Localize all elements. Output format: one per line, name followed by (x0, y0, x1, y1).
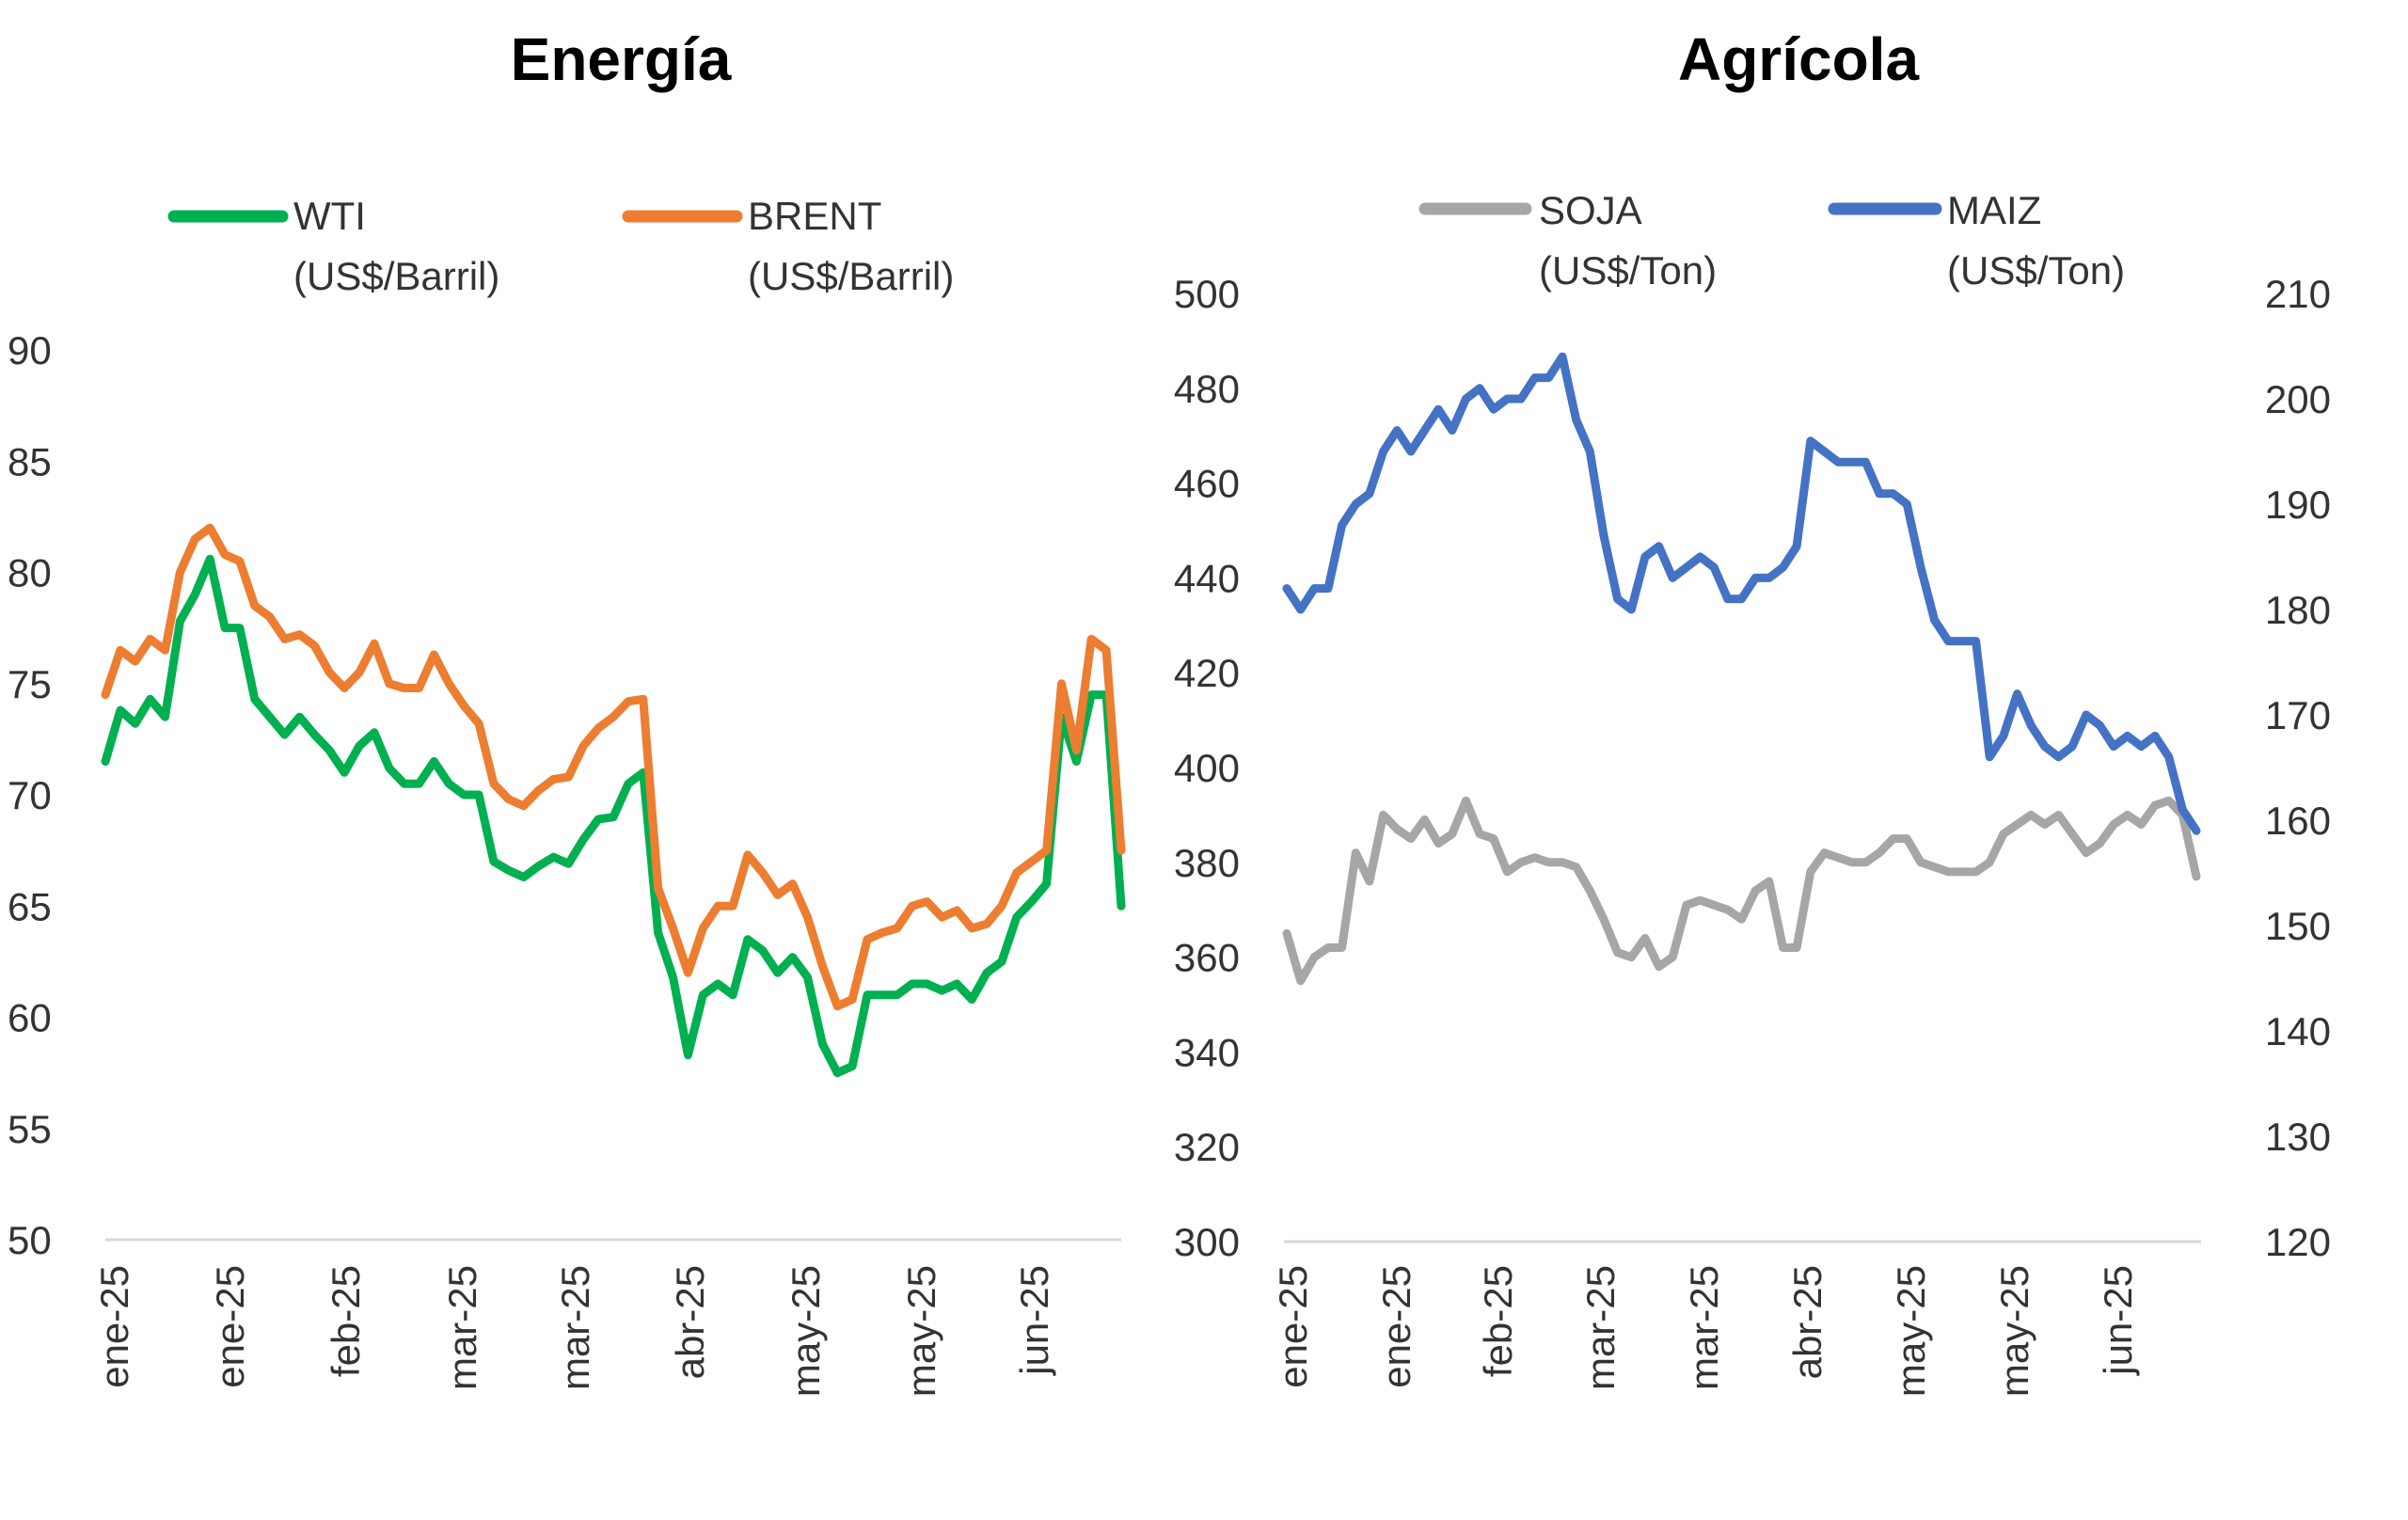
brent-line (101, 523, 1126, 1011)
agri-y-right-tick-label: 160 (2265, 799, 2331, 843)
agri-y-left-tick-label: 340 (1174, 1030, 1240, 1074)
legend-unit-brent: (US$/Barril) (748, 254, 954, 298)
legend-label-wti: WTI (293, 194, 366, 238)
legend-unit-maiz: (US$/Ton) (1947, 248, 2125, 293)
energy-x-tick-label: ene-25 (92, 1265, 136, 1388)
energy-x-tick-label: feb-25 (324, 1265, 368, 1377)
agri-x-tick-label: feb-25 (1476, 1265, 1520, 1377)
energy-y-tick-label: 75 (8, 662, 52, 706)
energy-x-axis: ene-25 ene-25 feb-25 mar-25 mar-25 abr-25 may-… (92, 1265, 1056, 1397)
energy-y-tick-label: 50 (8, 1218, 52, 1262)
agri-y-right-tick-label: 140 (2265, 1009, 2331, 1053)
agri-y-left-tick-label: 460 (1174, 462, 1240, 506)
agri-x-tick-label: mar-25 (1578, 1265, 1623, 1390)
agri-x-tick-label: may-25 (1889, 1265, 1933, 1397)
agri-plot-area (1282, 352, 2201, 986)
agri-x-tick-label: ene-25 (1271, 1265, 1315, 1388)
agri-y-left-tick-label: 360 (1174, 936, 1240, 980)
agri-y-right-tick-label: 200 (2265, 377, 2331, 421)
legend-unit-wti: (US$/Barril) (293, 254, 499, 298)
legend-label-maiz: MAIZ (1947, 188, 2041, 232)
agri-y-left-tick-label: 480 (1174, 367, 1240, 411)
agri-y-left-tick-label: 400 (1174, 746, 1240, 790)
agri-y-left-tick-label: 300 (1174, 1220, 1240, 1264)
agri-title: Agrícola (1678, 25, 1919, 93)
agri-y-right-tick-label: 210 (2265, 272, 2331, 316)
agri-x-axis: ene-25 ene-25 feb-25 mar-25 mar-25 abr-25 may-… (1271, 1265, 2140, 1397)
energy-x-tick-label: ene-25 (208, 1265, 252, 1388)
agri-y-left-tick-label: 440 (1174, 556, 1240, 600)
energy-x-tick-label: mar-25 (553, 1265, 597, 1390)
energy-chart: Energía WTI (US$/Barril) BRENT (US$/Barr… (8, 25, 1126, 1397)
agri-y-left-tick-label: 420 (1174, 651, 1240, 695)
agri-y-right-tick-label: 130 (2265, 1115, 2331, 1159)
agri-x-tick-label: may-25 (1992, 1265, 2036, 1397)
agri-chart: Agrícola SOJA (US$/Ton) MAIZ (US$/Ton) 5… (1174, 25, 2331, 1397)
soja-line (1282, 796, 2201, 986)
energy-plot-area (101, 523, 1126, 1078)
agri-y-right-tick-label: 170 (2265, 693, 2331, 737)
agri-y-axis-right: 210 200 190 180 170 160 150 140 130 120 (2265, 272, 2331, 1264)
agri-x-tick-label: mar-25 (1682, 1265, 1726, 1390)
legend-label-soja: SOJA (1539, 188, 1642, 232)
agri-legend: SOJA (US$/Ton) MAIZ (US$/Ton) (1418, 188, 2125, 293)
agri-y-right-tick-label: 120 (2265, 1220, 2331, 1264)
energy-x-tick-label: jun-25 (1012, 1265, 1056, 1377)
energy-x-tick-label: may-25 (784, 1265, 828, 1397)
agri-y-left-tick-label: 380 (1174, 841, 1240, 885)
energy-y-tick-label: 60 (8, 996, 52, 1040)
legend-label-brent: BRENT (748, 194, 881, 238)
agri-y-right-tick-label: 180 (2265, 588, 2331, 632)
energy-y-tick-label: 65 (8, 884, 52, 928)
energy-title: Energía (511, 25, 732, 93)
energy-x-tick-label: mar-25 (440, 1265, 484, 1390)
energy-x-tick-label: may-25 (899, 1265, 943, 1397)
energy-y-tick-label: 80 (8, 551, 52, 595)
wti-line (101, 554, 1126, 1078)
agri-x-tick-label: jun-25 (2096, 1265, 2140, 1377)
legend-unit-soja: (US$/Ton) (1539, 248, 1717, 293)
agri-y-right-tick-label: 190 (2265, 483, 2331, 527)
energy-y-tick-label: 85 (8, 439, 52, 483)
agri-x-tick-label: ene-25 (1374, 1265, 1418, 1388)
energy-legend: WTI (US$/Barril) BRENT (US$/Barril) (167, 194, 954, 298)
energy-y-tick-label: 70 (8, 773, 52, 817)
agri-y-left-tick-label: 500 (1174, 272, 1240, 316)
agri-x-tick-label: abr-25 (1785, 1265, 1830, 1379)
agri-y-left-tick-label: 320 (1174, 1125, 1240, 1169)
agri-y-axis-left: 500 480 460 440 420 400 380 360 340 320 300 (1174, 272, 1240, 1264)
energy-y-tick-label: 90 (8, 328, 52, 372)
energy-y-axis: 90 85 80 75 70 65 60 55 50 (8, 328, 52, 1262)
energy-y-tick-label: 55 (8, 1107, 52, 1151)
maiz-line (1282, 352, 2201, 835)
agri-y-right-tick-label: 150 (2265, 904, 2331, 948)
energy-x-tick-label: abr-25 (668, 1265, 712, 1379)
